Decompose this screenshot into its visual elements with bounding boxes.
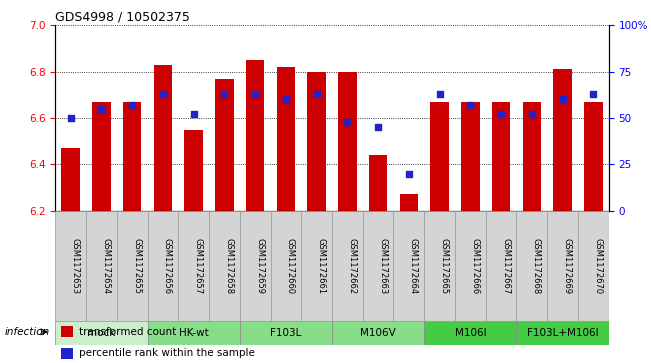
Bar (277, 67, 295, 211)
Text: GSM1172663: GSM1172663 (378, 238, 387, 294)
Point (588, 91, 598, 97)
Point (557, 97, 568, 102)
Bar (553, 69, 572, 211)
Point (96, 106, 107, 112)
Bar (424, 211, 455, 321)
Point (527, 111, 537, 117)
Text: M106V: M106V (360, 328, 396, 338)
Point (127, 102, 137, 108)
Bar (301, 211, 332, 321)
Text: GSM1172661: GSM1172661 (316, 238, 326, 294)
Bar (547, 211, 578, 321)
Bar (584, 102, 603, 211)
Text: GSM1172654: GSM1172654 (102, 238, 111, 294)
Point (311, 91, 322, 97)
Text: GSM1172666: GSM1172666 (470, 238, 479, 294)
Point (189, 111, 199, 117)
Bar (240, 211, 271, 321)
Bar (455, 211, 486, 321)
Text: GSM1172665: GSM1172665 (439, 238, 449, 294)
Text: GSM1172664: GSM1172664 (409, 238, 418, 294)
Bar (148, 211, 178, 321)
Point (404, 171, 414, 176)
Bar (55, 321, 148, 345)
Point (465, 102, 475, 108)
Bar (61, 326, 73, 337)
Bar (578, 211, 609, 321)
Bar (215, 79, 234, 211)
Bar (516, 321, 609, 345)
Bar (148, 321, 240, 345)
Text: transformed count: transformed count (79, 327, 176, 337)
Point (250, 91, 260, 97)
Text: F103L: F103L (270, 328, 301, 338)
Bar (55, 211, 86, 321)
Text: mock: mock (87, 328, 116, 338)
Text: GSM1172653: GSM1172653 (71, 238, 79, 294)
Text: M106I: M106I (454, 328, 486, 338)
Bar (61, 148, 80, 211)
Text: GSM1172668: GSM1172668 (532, 238, 541, 294)
Bar (369, 155, 387, 211)
Bar (86, 211, 117, 321)
Bar (424, 321, 516, 345)
Text: GSM1172660: GSM1172660 (286, 238, 295, 294)
Text: percentile rank within the sample: percentile rank within the sample (79, 348, 255, 358)
Bar (271, 211, 301, 321)
Bar (123, 102, 141, 211)
Point (158, 91, 168, 97)
Bar (307, 72, 326, 211)
Point (496, 111, 506, 117)
Bar (338, 72, 357, 211)
Bar (332, 211, 363, 321)
Bar (393, 211, 424, 321)
Bar (430, 102, 449, 211)
Text: GDS4998 / 10502375: GDS4998 / 10502375 (55, 11, 190, 24)
Text: GSM1172669: GSM1172669 (562, 238, 572, 294)
Text: GSM1172662: GSM1172662 (348, 238, 356, 294)
Bar (154, 65, 172, 211)
Bar (516, 211, 547, 321)
Point (373, 124, 383, 130)
Text: F103L+M106I: F103L+M106I (527, 328, 598, 338)
Bar (486, 211, 516, 321)
Bar (246, 60, 264, 211)
Bar (184, 130, 203, 211)
Bar (523, 102, 541, 211)
Text: GSM1172667: GSM1172667 (501, 238, 510, 294)
Text: GSM1172657: GSM1172657 (194, 238, 202, 294)
Point (281, 97, 291, 102)
Bar (240, 321, 332, 345)
Text: GSM1172659: GSM1172659 (255, 238, 264, 294)
Bar (461, 102, 480, 211)
Bar (92, 102, 111, 211)
Text: GSM1172655: GSM1172655 (132, 238, 141, 294)
Bar (492, 102, 510, 211)
Bar (178, 211, 209, 321)
Bar (400, 194, 418, 211)
Text: GSM1172670: GSM1172670 (593, 238, 602, 294)
Point (434, 91, 445, 97)
Text: GSM1172658: GSM1172658 (225, 238, 234, 294)
Text: GSM1172656: GSM1172656 (163, 238, 172, 294)
Bar (332, 321, 424, 345)
Bar (363, 211, 393, 321)
Bar (209, 211, 240, 321)
Point (66, 115, 76, 121)
Text: infection: infection (5, 327, 49, 337)
Point (342, 119, 353, 125)
Bar (61, 348, 73, 359)
Text: HK-wt: HK-wt (179, 328, 208, 338)
Bar (117, 211, 148, 321)
Point (219, 91, 230, 97)
